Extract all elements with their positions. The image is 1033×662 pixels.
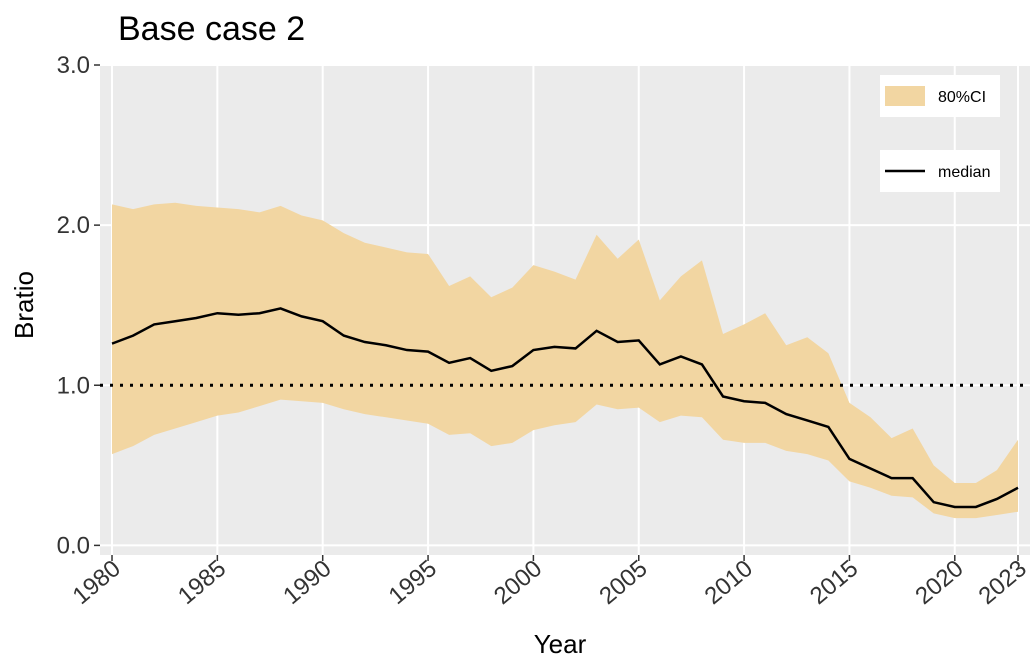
chart-title: Base case 2 bbox=[118, 10, 305, 48]
legend-key bbox=[885, 86, 925, 106]
x-axis-label: Year bbox=[534, 629, 587, 659]
ci-band bbox=[112, 202, 1018, 519]
x-tick-label: 2020 bbox=[910, 555, 968, 610]
x-tick-label: 1990 bbox=[278, 555, 336, 610]
y-tick-label: 3.0 bbox=[57, 52, 90, 79]
y-axis-label: Bratio bbox=[9, 271, 39, 339]
x-tick-label: 2010 bbox=[700, 555, 758, 610]
y-tick-label: 2.0 bbox=[57, 212, 90, 239]
x-tick-label: 1985 bbox=[173, 555, 231, 610]
y-tick-label: 1.0 bbox=[57, 372, 90, 399]
x-tick-label: 1980 bbox=[68, 555, 126, 610]
legend-label: median bbox=[938, 164, 990, 181]
x-tick-label: 2005 bbox=[594, 555, 652, 610]
x-tick-label: 1995 bbox=[384, 555, 442, 610]
x-tick-label: 2015 bbox=[805, 555, 863, 610]
x-tick-label: 2023 bbox=[974, 555, 1032, 610]
legend-label: 80%CI bbox=[938, 89, 986, 106]
y-tick-label: 0.0 bbox=[57, 532, 90, 559]
median-line bbox=[111, 307, 1019, 509]
x-tick-label: 2000 bbox=[489, 555, 547, 610]
